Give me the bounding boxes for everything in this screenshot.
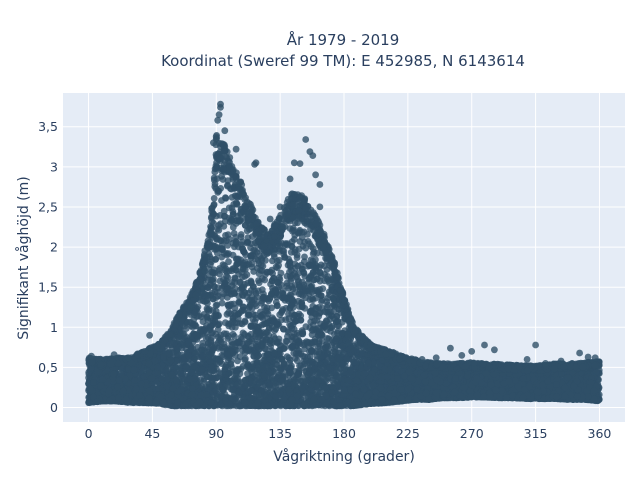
data-point (241, 317, 249, 325)
data-point (218, 253, 226, 261)
data-point (318, 298, 325, 305)
data-point (215, 226, 223, 234)
data-point (221, 213, 229, 220)
chart-title-line-1: År 1979 - 2019 (287, 30, 400, 49)
data-point (210, 195, 218, 202)
data-point (203, 314, 211, 321)
data-point (229, 223, 237, 231)
data-point (224, 335, 232, 342)
data-point (301, 253, 308, 261)
data-point (212, 302, 220, 309)
data-point (275, 256, 283, 264)
data-point (282, 337, 290, 345)
data-point (220, 207, 228, 215)
data-point (308, 331, 316, 338)
chart-title-line-2: Koordinat (Sweref 99 TM): E 452985, N 61… (161, 52, 525, 70)
data-points (85, 100, 603, 410)
data-point (248, 260, 256, 268)
